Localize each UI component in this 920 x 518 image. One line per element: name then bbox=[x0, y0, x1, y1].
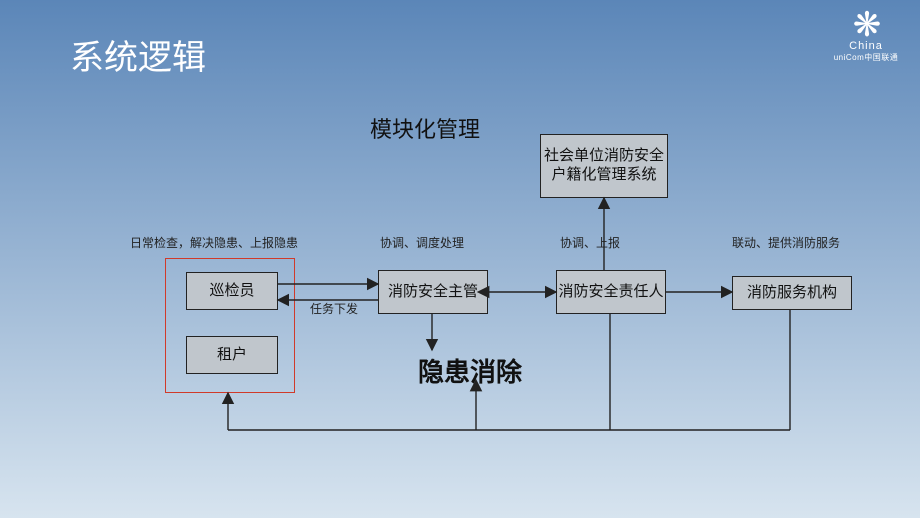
node-inspector: 巡检员 bbox=[186, 272, 278, 310]
section-subtitle: 模块化管理 bbox=[370, 112, 480, 144]
label-coord2: 协调、上报 bbox=[560, 234, 620, 251]
label-daily: 日常检查，解决隐患、上报隐患 bbox=[130, 234, 298, 251]
node-supervisor: 消防安全主管 bbox=[378, 270, 488, 314]
label-linkage: 联动、提供消防服务 bbox=[732, 234, 840, 251]
label-taskdown: 任务下发 bbox=[310, 300, 358, 317]
result-text: 隐患消除 bbox=[418, 352, 522, 389]
brand-logo: ❋ China uniCom中国联通 bbox=[826, 8, 906, 63]
node-tenant: 租户 bbox=[186, 336, 278, 374]
label-coord1: 协调、调度处理 bbox=[380, 234, 464, 251]
node-registry: 社会单位消防安全户籍化管理系统 bbox=[540, 134, 668, 198]
node-responsible: 消防安全责任人 bbox=[556, 270, 666, 314]
logo-text-1: China bbox=[826, 40, 906, 52]
page-title: 系统逻辑 bbox=[70, 30, 206, 79]
logo-icon: ❋ bbox=[826, 8, 906, 42]
node-service: 消防服务机构 bbox=[732, 276, 852, 310]
logo-text-2: uniCom中国联通 bbox=[826, 52, 906, 63]
diagram-stage: ❋ China uniCom中国联通 系统逻辑 模块化管理 巡检员 租户 消防安… bbox=[0, 0, 920, 518]
